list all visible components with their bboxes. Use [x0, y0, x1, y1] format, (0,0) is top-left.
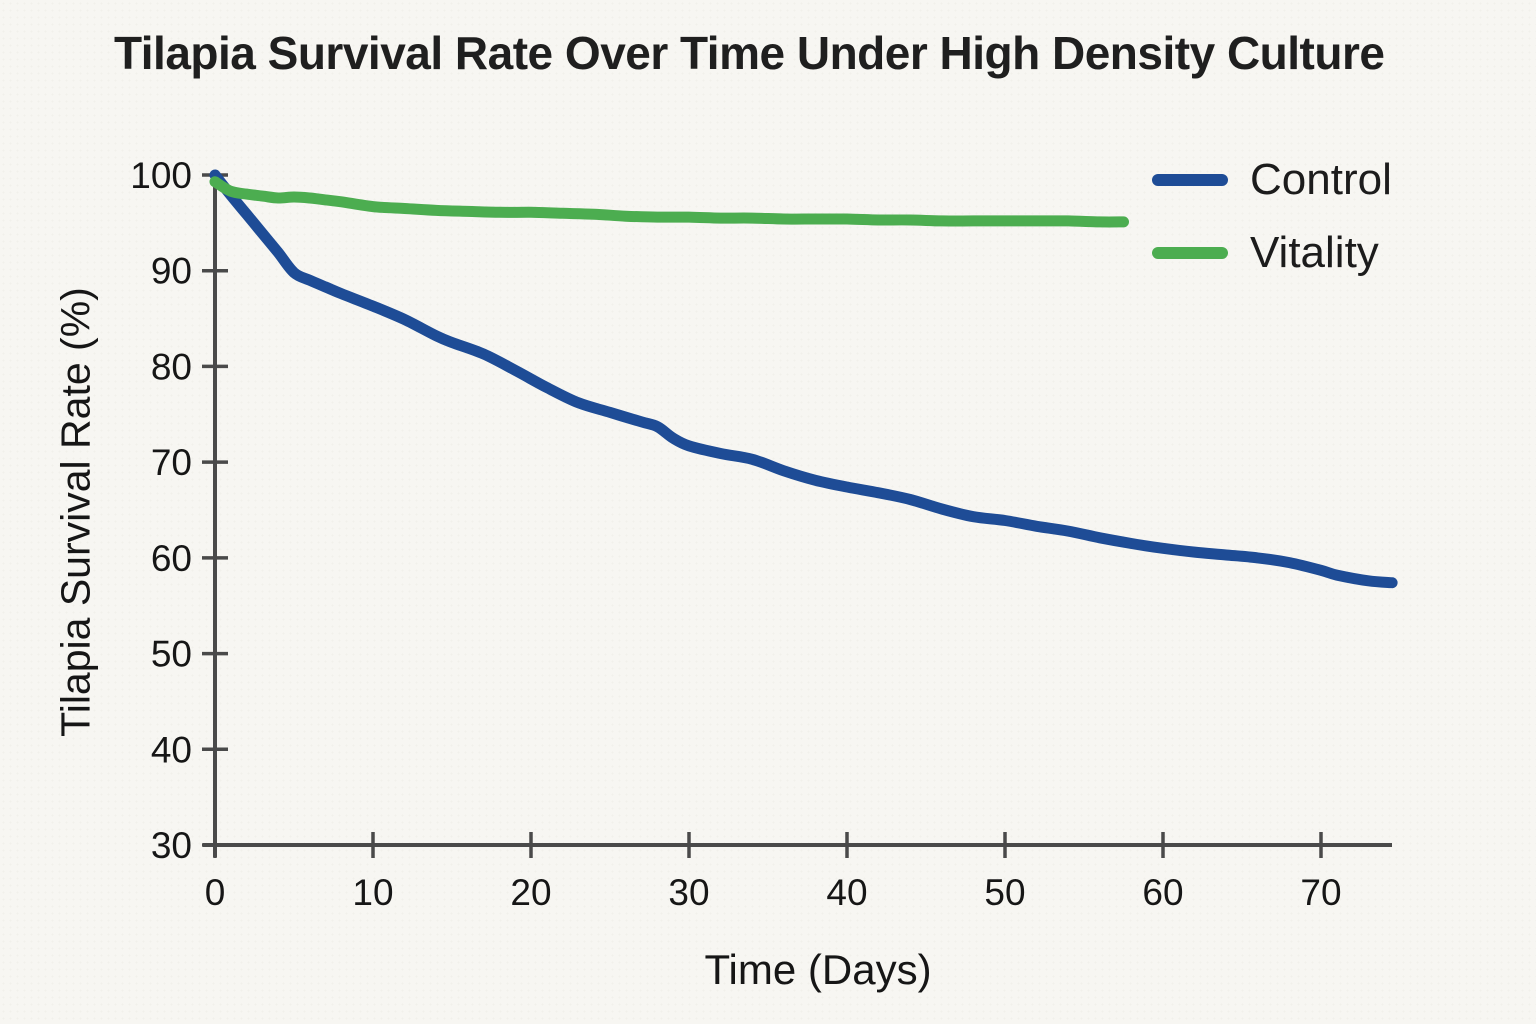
- vitality-line-swatch: [1152, 247, 1228, 259]
- y-tick-label-60: 60: [151, 538, 192, 579]
- chart-title: Tilapia Survival Rate Over Time Under Hi…: [114, 27, 1385, 79]
- legend-label-vitality: Vitality: [1250, 228, 1379, 277]
- y-tick-label-100: 100: [130, 155, 192, 196]
- x-tick-label-70: 70: [1300, 872, 1341, 913]
- legend: Control Vitality: [1152, 150, 1392, 283]
- y-tick-label-90: 90: [151, 251, 192, 292]
- x-tick-label-40: 40: [826, 872, 867, 913]
- x-axis-label: Time (Days): [704, 946, 932, 993]
- legend-label-control: Control: [1250, 155, 1392, 204]
- legend-item-vitality: Vitality: [1152, 223, 1392, 283]
- y-tick-label-50: 50: [151, 634, 192, 675]
- legend-item-control: Control: [1152, 150, 1392, 210]
- control-line: [209, 169, 1398, 589]
- x-tick-label-20: 20: [510, 872, 551, 913]
- control-line-swatch: [1152, 174, 1228, 186]
- x-tick-label-0: 0: [205, 872, 226, 913]
- y-tick-label-30: 30: [151, 825, 192, 866]
- y-tick-label-80: 80: [151, 346, 192, 387]
- x-tick-label-30: 30: [668, 872, 709, 913]
- y-tick-label-70: 70: [151, 442, 192, 483]
- x-tick-label-50: 50: [984, 872, 1025, 913]
- vitality-line: [209, 176, 1129, 228]
- x-tick-label-60: 60: [1142, 872, 1183, 913]
- y-tick-label-40: 40: [151, 729, 192, 770]
- x-tick-label-10: 10: [352, 872, 393, 913]
